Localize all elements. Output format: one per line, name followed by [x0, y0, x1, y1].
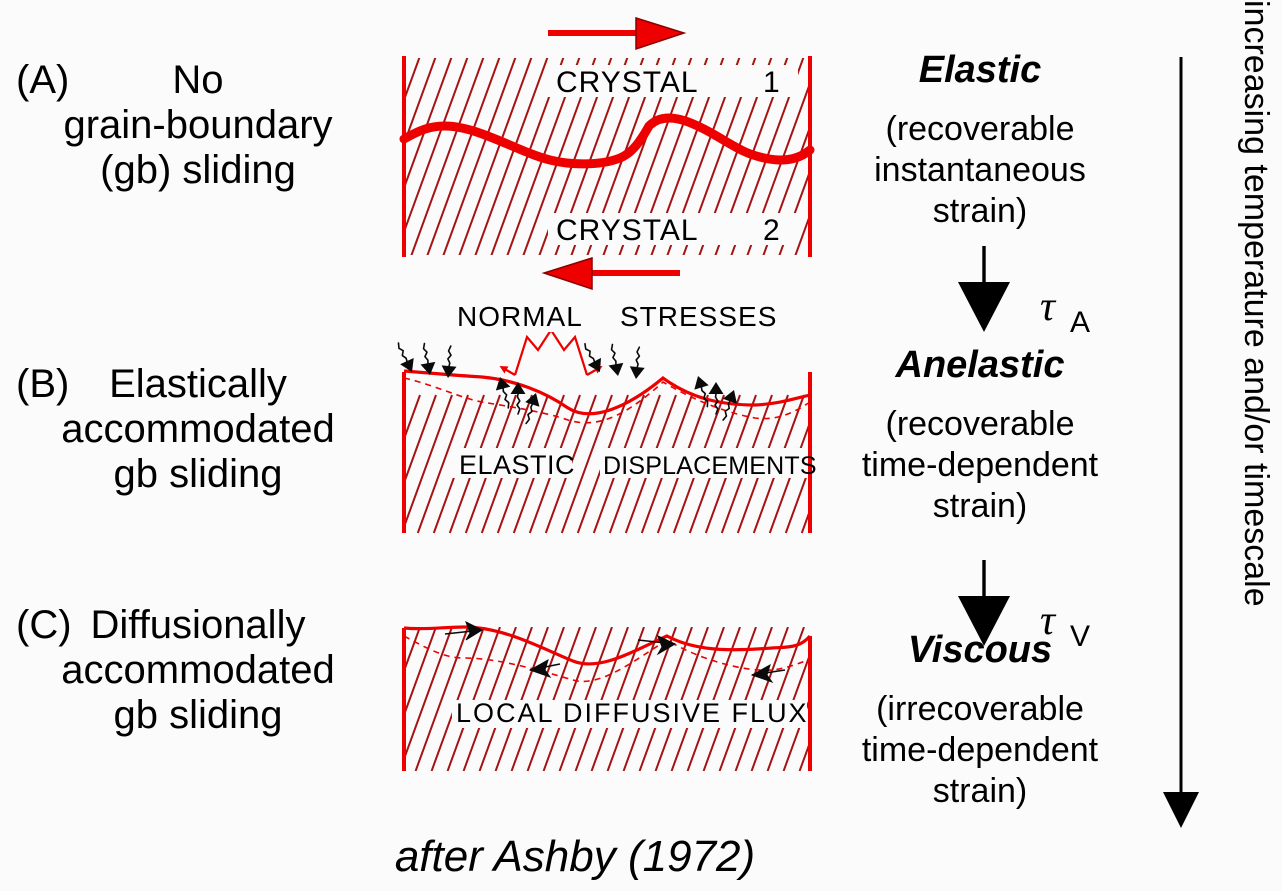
svg-text:NORMAL: NORMAL [457, 301, 583, 332]
svg-text:STRESSES: STRESSES [620, 301, 777, 332]
svg-text:DISPLACEMENTS: DISPLACEMENTS [603, 452, 817, 480]
svg-text:V: V [1070, 620, 1090, 653]
svg-text:A: A [1070, 306, 1090, 339]
svg-text:τ: τ [1040, 284, 1057, 330]
svg-text:CRYSTAL: CRYSTAL [556, 214, 699, 247]
svg-text:2: 2 [763, 214, 780, 247]
svg-text:τ: τ [1040, 598, 1057, 644]
svg-text:CRYSTAL: CRYSTAL [556, 66, 699, 99]
svg-text:ELASTIC: ELASTIC [459, 450, 575, 480]
svg-text:LOCAL DIFFUSIVE FLUX: LOCAL DIFFUSIVE FLUX [456, 698, 809, 728]
svg-text:1: 1 [763, 66, 780, 99]
